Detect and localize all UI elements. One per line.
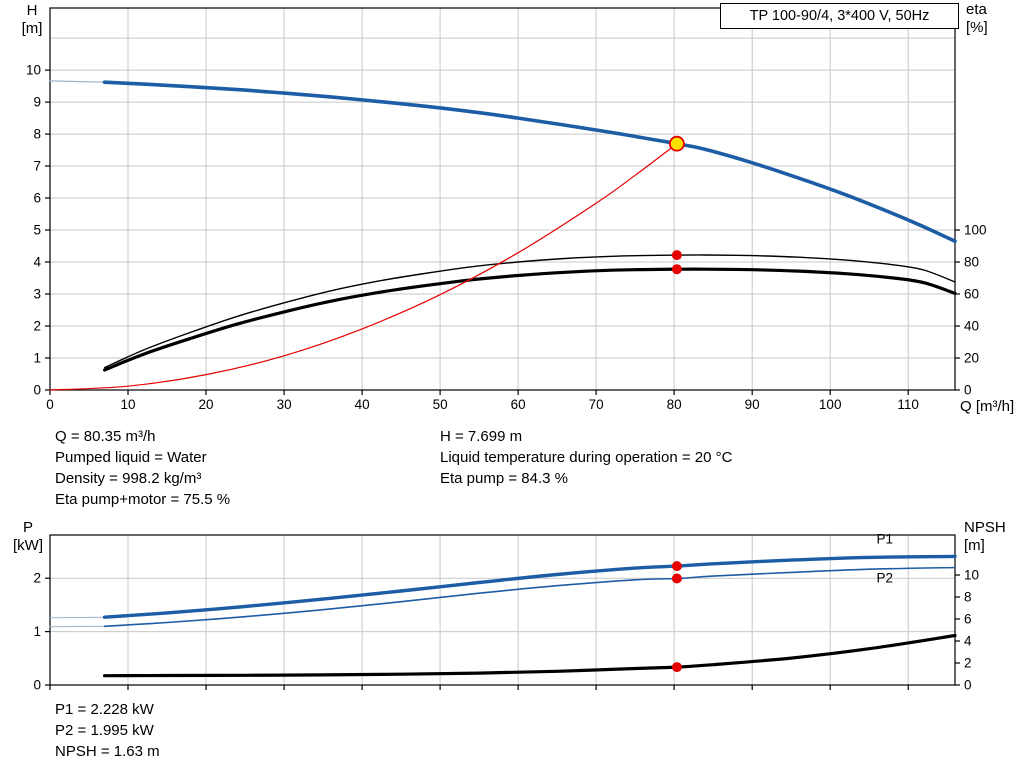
marker-duty-point <box>669 135 685 152</box>
h-axis-label-unit: [m] <box>21 20 43 37</box>
h-axis-label-symbol: H <box>26 2 38 19</box>
info-npsh: NPSH = 1.63 m <box>55 743 160 760</box>
p-axis-label: P [kW] <box>6 519 50 555</box>
y-right-tick-label: 80 <box>964 255 979 270</box>
chart-bottom: 0 1 2 0 2 4 6 8 10 P1 P2 <box>33 532 979 693</box>
x-tick-label: 30 <box>277 397 292 412</box>
info-liquid-temperature: Liquid temperature during operation = 20… <box>440 449 733 466</box>
curve-p2-extension <box>49 625 106 628</box>
y-right-tick-label: 0 <box>964 383 972 398</box>
curve-p1 <box>102 554 957 619</box>
info-eta-pump: Eta pump = 84.3 % <box>440 470 568 487</box>
y-right-tick-label: 10 <box>964 568 979 583</box>
p-axis-label-unit: [kW] <box>13 537 43 554</box>
x-tick-label: 100 <box>819 397 842 412</box>
y-left-tick-label: 0 <box>33 678 41 693</box>
info-eta-pump-motor: Eta pump+motor = 75.5 % <box>55 491 231 508</box>
y-left-tick-label: 6 <box>33 191 41 206</box>
curve-p2 <box>103 566 956 628</box>
eta-axis-label-unit: [%] <box>966 19 988 36</box>
x-tick-label: 90 <box>745 397 760 412</box>
info-pumped-liquid: Pumped liquid = Water <box>55 449 207 466</box>
y-left-tick-label: 7 <box>33 159 41 174</box>
annotation-p1: P1 <box>877 532 894 547</box>
info-p1: P1 = 2.228 kW <box>55 701 154 718</box>
marker-npsh-point <box>671 662 682 673</box>
pump-type-box: TP 100-90/4, 3*400 V, 50Hz <box>720 3 959 29</box>
y-right-tick-label: 20 <box>964 351 979 366</box>
npsh-axis-label-unit: [m] <box>964 537 985 554</box>
y-left-tick-label: 5 <box>33 223 41 238</box>
y-right-tick-label: 100 <box>964 223 987 238</box>
marker-eta-pump-motor-point <box>671 264 682 275</box>
y-right-tick-label: 60 <box>964 287 979 302</box>
annotation-p2: P2 <box>877 571 894 586</box>
plot-border <box>49 7 956 391</box>
info-head: H = 7.699 m <box>440 428 523 445</box>
marker-eta-pump-point <box>671 250 682 261</box>
y-right-tick-label: 6 <box>964 612 972 627</box>
info-p2: P2 = 1.995 kW <box>55 722 154 739</box>
y-right-tick-label: 4 <box>964 634 972 649</box>
y-right-tick-label: 8 <box>964 590 972 605</box>
power-npsh-info: P1 = 2.228 kW P2 = 1.995 kW NPSH = 1.63 … <box>55 699 160 762</box>
eta-axis-label: eta [%] <box>966 1 1010 37</box>
curve-h-curve-extension <box>49 80 106 83</box>
x-tick-label: 60 <box>511 397 526 412</box>
y-right-tick-label: 2 <box>964 656 972 671</box>
y-left-tick-label: 4 <box>33 255 41 270</box>
y-left-tick-label: 9 <box>33 95 41 110</box>
curve-h-pump-curve <box>102 80 957 243</box>
curve-system-curve <box>49 143 678 391</box>
p-axis-label-symbol: P <box>22 519 33 536</box>
duty-info-right: H = 7.699 m Liquid temperature during op… <box>440 426 732 489</box>
y-left-tick-label: 2 <box>33 319 41 334</box>
npsh-axis-label-symbol: NPSH <box>964 519 1006 536</box>
y-left-tick-label: 2 <box>33 571 41 586</box>
y-left-tick-label: 1 <box>33 351 41 366</box>
x-tick-label: 0 <box>46 397 54 412</box>
y-right-tick-label: 40 <box>964 319 979 334</box>
marker-p1-point <box>671 561 682 572</box>
y-left-tick-label: 1 <box>33 624 41 639</box>
y-left-tick-label: 0 <box>33 383 41 398</box>
pump-type-label: TP 100-90/4, 3*400 V, 50Hz <box>749 7 930 24</box>
x-tick-label: 80 <box>667 397 682 412</box>
x-tick-label: 50 <box>433 397 448 412</box>
curve-npsh <box>103 633 957 678</box>
x-tick-label: 110 <box>897 397 919 412</box>
eta-axis-label-symbol: eta <box>966 1 987 18</box>
curve-p1-extension <box>49 616 106 619</box>
info-density: Density = 998.2 kg/m³ <box>55 470 202 487</box>
x-tick-label: 70 <box>589 397 604 412</box>
q-axis-label: Q [m³/h] <box>960 398 1015 415</box>
x-tick-label: 20 <box>198 397 213 412</box>
plot-border <box>49 534 956 686</box>
marker-p2-point <box>671 573 682 584</box>
y-left-tick-label: 3 <box>33 287 41 302</box>
y-left-tick-label: 10 <box>26 63 41 78</box>
duty-info-left: Q = 80.35 m³/h Pumped liquid = Water Den… <box>55 426 230 510</box>
x-tick-label: 40 <box>355 397 370 412</box>
chart-top: 0 10 20 30 40 50 60 70 80 90 100 110012345678910020… <box>26 7 987 412</box>
info-flow: Q = 80.35 m³/h <box>55 428 156 445</box>
y-left-tick-label: 8 <box>33 127 41 142</box>
npsh-axis-label: NPSH [m] <box>964 519 1020 555</box>
curve-eta-pump-motor <box>103 267 957 372</box>
curve-eta-pump <box>103 254 956 369</box>
y-right-tick-label: 0 <box>964 678 972 693</box>
h-axis-label: H [m] <box>14 2 50 38</box>
x-tick-label: 10 <box>120 397 135 412</box>
